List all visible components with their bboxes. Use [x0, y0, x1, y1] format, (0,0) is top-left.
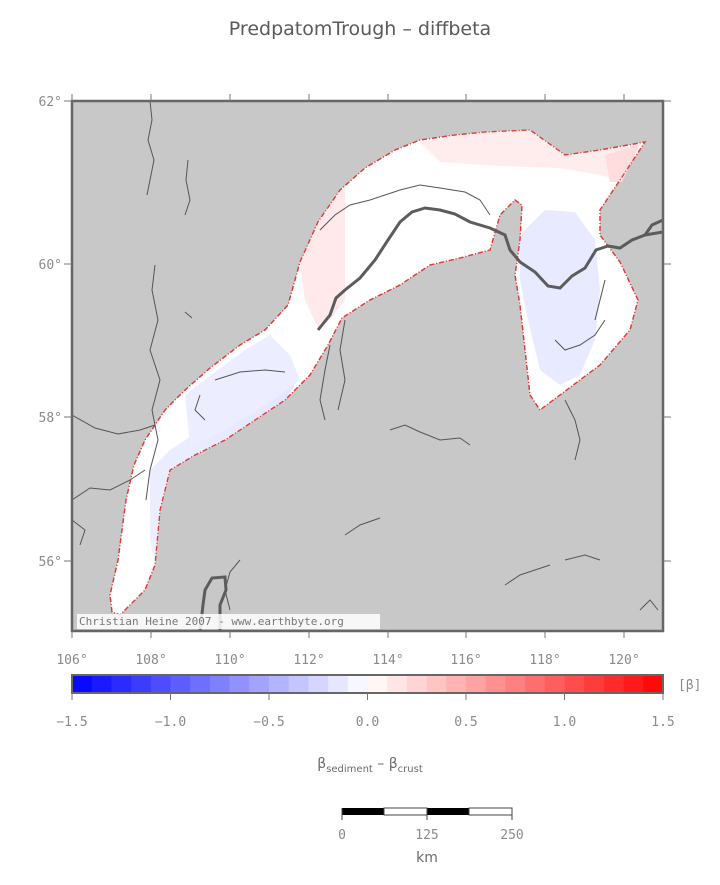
- colorbar-ticks: [71, 693, 664, 700]
- lat-label: 58°: [39, 411, 62, 426]
- colorbar-tick-label: −0.5: [253, 715, 284, 730]
- colorbar-tick-label: −1.0: [155, 715, 186, 730]
- colorbar-swatch: [328, 675, 349, 693]
- scale-label: 0: [338, 828, 346, 843]
- colorbar-swatch: [643, 675, 664, 693]
- colorbar-swatch: [91, 675, 112, 693]
- colorbar-swatch: [367, 675, 388, 693]
- colorbar-swatch: [229, 675, 250, 693]
- colorbar-swatch: [584, 675, 605, 693]
- colorbar-swatch: [406, 675, 428, 693]
- negative-zone-east: [520, 210, 600, 385]
- lon-label: 118°: [529, 653, 560, 668]
- negative-zone-west-2: [185, 335, 300, 445]
- colorbar-swatch: [72, 675, 93, 693]
- colorbar-swatch: [505, 675, 526, 693]
- colorbar-tick-label: 1.5: [651, 715, 674, 730]
- lake-baikal-tip: [198, 575, 228, 631]
- major-river: [316, 206, 663, 331]
- colorbar-unit: [β]: [678, 678, 701, 693]
- colorbar-swatch: [446, 675, 467, 693]
- positive-zone-east: [605, 144, 640, 182]
- colorbar-swatch: [525, 675, 546, 693]
- colorbar-swatch: [170, 675, 191, 693]
- minus-sign: –: [372, 756, 389, 772]
- map-frame: [70, 99, 665, 633]
- rivers: [72, 101, 659, 611]
- beta-symbol: β: [317, 756, 327, 772]
- subscript-crust: crust: [397, 763, 423, 775]
- beta-symbol: β: [388, 756, 398, 772]
- frame-ticks: [64, 94, 671, 638]
- colorbar-swatch: [209, 675, 231, 693]
- colorbar-swatch: [466, 675, 487, 693]
- credit-text: Christian Heine 2007 - www.earthbyte.org: [79, 615, 344, 628]
- colorbar-swatch: [150, 675, 171, 693]
- trough-outline: [109, 129, 647, 616]
- positive-zone-west: [300, 188, 345, 328]
- positive-zone-north: [420, 130, 640, 180]
- scale-bar: [341, 807, 513, 820]
- lon-label: 114°: [372, 653, 403, 668]
- colorbar-swatch: [387, 675, 408, 693]
- lat-label: 56°: [39, 555, 62, 570]
- scale-label: 250: [500, 828, 523, 843]
- lon-label: 116°: [450, 653, 481, 668]
- colorbar: [72, 675, 664, 693]
- colorbar-swatch: [485, 675, 506, 693]
- colorbar-formula: βsediment – βcrust: [0, 756, 720, 775]
- colorbar-swatch: [288, 675, 309, 693]
- colorbar-swatch: [603, 675, 625, 693]
- map-title: PredpatomTrough – diffbeta: [228, 18, 492, 40]
- colorbar-tick-label: 1.0: [553, 715, 576, 730]
- colorbar-tick-label: 0.5: [454, 715, 477, 730]
- colorbar-swatch: [347, 675, 368, 693]
- lon-label: 120°: [608, 653, 639, 668]
- scale-label: 125: [415, 828, 438, 843]
- colorbar-tick-label: −1.5: [56, 715, 87, 730]
- colorbar-swatch: [131, 675, 152, 693]
- credit-box: [77, 614, 380, 629]
- colorbar-swatch: [308, 675, 329, 693]
- colorbar-swatch: [544, 675, 565, 693]
- lon-label: 106°: [56, 653, 87, 668]
- colorbar-swatch: [111, 675, 132, 693]
- colorbar-swatch: [269, 675, 290, 693]
- scale-unit: km: [416, 850, 438, 866]
- lon-label: 108°: [135, 653, 166, 668]
- lon-label: 112°: [293, 653, 324, 668]
- lat-label: 60°: [39, 258, 62, 273]
- colorbar-swatch: [190, 675, 211, 693]
- colorbar-swatch: [564, 675, 585, 693]
- lat-label: 62°: [39, 95, 62, 110]
- colorbar-tick-label: 0.0: [356, 715, 379, 730]
- colorbar-swatch: [249, 675, 270, 693]
- lon-label: 110°: [214, 653, 245, 668]
- colorbar-swatch: [426, 675, 447, 693]
- subscript-sediment: sediment: [326, 763, 373, 775]
- colorbar-swatch: [623, 675, 644, 693]
